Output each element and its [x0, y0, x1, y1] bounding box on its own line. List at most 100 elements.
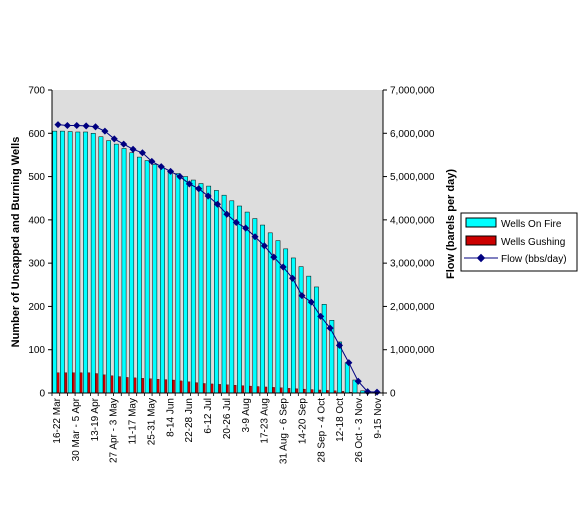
bar-wells-on-fire — [98, 136, 104, 394]
y-right-tick-label: 5,000,000 — [390, 172, 435, 183]
bar-wells-on-fire — [298, 266, 304, 394]
flow-point — [317, 312, 325, 320]
x-tick-label: 28 Sep - 4 Oct — [316, 398, 327, 463]
bar-wells-gushing — [95, 373, 98, 394]
bar-wells-gushing — [149, 378, 152, 394]
bar-wells-gushing — [110, 375, 114, 394]
bar-wells-on-fire — [260, 224, 265, 394]
legend-marker-flow — [476, 253, 486, 263]
flow-point — [298, 292, 306, 300]
legend-swatch-wells-on-fire — [465, 217, 497, 228]
y-right-tick-label: 3,000,000 — [390, 259, 435, 270]
bar-wells-on-fire — [337, 341, 342, 394]
bar-wells-gushing — [64, 372, 68, 394]
y-left-tick-label: 100 — [28, 345, 45, 356]
bar-wells-gushing — [164, 379, 168, 394]
y-right-tick-label: 7,000,000 — [390, 86, 435, 97]
bar-wells-gushing — [118, 376, 121, 394]
flow-point — [270, 253, 278, 261]
bar-wells-gushing — [125, 377, 129, 394]
flow-point — [73, 121, 81, 130]
flow-point — [129, 145, 137, 153]
bar-wells-on-fire — [206, 185, 212, 394]
bar-wells-gushing — [87, 372, 91, 394]
flow-point — [138, 149, 146, 157]
flow-point — [120, 140, 128, 148]
bar-wells-gushing — [295, 388, 298, 394]
flow-point — [223, 210, 231, 218]
legend-label-wells-on-fire: Wells On Fire — [501, 219, 562, 230]
flow-point — [148, 157, 156, 165]
bar-wells-gushing — [279, 387, 283, 394]
bar-wells-on-fire — [244, 211, 250, 394]
x-tick-label: 14-20 Sep — [297, 398, 308, 445]
bar-wells-gushing — [187, 381, 191, 394]
bar-wells-on-fire — [121, 148, 127, 394]
bar-wells-gushing — [72, 372, 75, 394]
bar-wells-on-fire — [160, 167, 165, 394]
flow-point — [307, 298, 315, 306]
bar-wells-on-fire — [52, 130, 58, 394]
y-right-tick-label: 0 — [390, 389, 396, 400]
y-left-tick-label: 700 — [28, 86, 45, 97]
y-left-tick-label: 500 — [28, 172, 45, 183]
y-left-tick-label: 300 — [28, 259, 45, 270]
flow-point — [345, 359, 353, 367]
bar-wells-on-fire — [252, 218, 258, 394]
x-tick-label: 20-26 Jul — [222, 398, 233, 439]
x-tick-label: 22-28 Jun — [184, 398, 195, 442]
bar-wells-gushing — [133, 377, 137, 394]
flow-point — [204, 192, 212, 200]
y-left-tick-label: 0 — [39, 389, 45, 400]
bar-wells-on-fire — [67, 131, 73, 394]
bar-wells-on-fire — [167, 170, 173, 394]
x-tick-label: 12-18 Oct — [335, 398, 346, 442]
flow-point — [101, 127, 109, 135]
y-right-tick-label: 4,000,000 — [390, 215, 435, 226]
bar-wells-gushing — [218, 384, 221, 394]
y-left-tick-label: 600 — [28, 129, 45, 140]
bar-wells-gushing — [256, 386, 260, 394]
bar-wells-gushing — [287, 388, 291, 394]
bar-wells-on-fire — [137, 156, 142, 394]
flow-point — [185, 180, 193, 188]
bar-wells-gushing — [241, 385, 245, 394]
x-tick-label: 6-12 Jul — [203, 398, 214, 434]
flow-point — [251, 233, 259, 241]
flow-point — [195, 185, 203, 193]
bar-wells-on-fire — [237, 205, 242, 394]
legend-label-flow: Flow (bbs/day) — [501, 254, 567, 265]
bar-wells-on-fire — [214, 190, 219, 394]
bar-wells-gushing — [264, 386, 268, 394]
flow-point — [110, 135, 118, 143]
x-tick-label: 31 Aug - 6 Sep — [279, 398, 290, 465]
bar-wells-on-fire — [152, 164, 158, 394]
x-tick-label: 25-31 May — [146, 398, 157, 445]
bar-wells-on-fire — [144, 160, 150, 394]
bar-wells-gushing — [272, 387, 275, 394]
y-right-tick-label: 6,000,000 — [390, 129, 435, 140]
bar-wells-on-fire — [183, 176, 188, 394]
bar-wells-gushing — [210, 383, 214, 394]
x-tick-label: 30 Mar - 5 Apr — [71, 397, 82, 461]
bar-wells-gushing — [56, 372, 60, 394]
bar-wells-gushing — [102, 374, 106, 394]
legend-label-wells-gushing: Wells Gushing — [501, 237, 565, 248]
bar-wells-on-fire — [344, 362, 350, 394]
bar-wells-gushing — [233, 385, 237, 394]
bar-wells-on-fire — [306, 275, 312, 394]
bar-wells-on-fire — [90, 133, 96, 394]
bar-wells-gushing — [195, 382, 198, 394]
x-tick-label: 13-19 Apr — [90, 397, 101, 441]
flow-point — [167, 167, 175, 175]
flow-point — [279, 263, 287, 271]
bar-wells-gushing — [310, 389, 314, 394]
bar-wells-gushing — [202, 383, 206, 394]
bar-wells-on-fire — [229, 200, 235, 394]
bar-wells-on-fire — [106, 140, 111, 394]
x-tick-label: 26 Oct - 3 Nov — [354, 398, 365, 462]
y-axis-right-title: Flow (barels per day) — [445, 169, 457, 279]
bar-wells-on-fire — [113, 143, 119, 394]
x-tick-label: 9-15 Nov — [373, 398, 384, 439]
